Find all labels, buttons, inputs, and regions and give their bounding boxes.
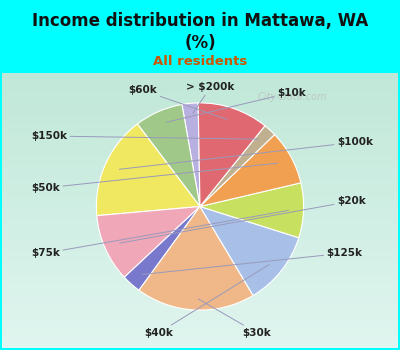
Wedge shape (198, 103, 265, 206)
Bar (2, 174, 398, 179)
Bar (2, 96, 398, 101)
Bar (2, 237, 398, 243)
Text: > $200k: > $200k (186, 82, 234, 113)
Bar (2, 178, 398, 184)
Bar (2, 91, 398, 97)
Bar (2, 183, 398, 188)
Bar (2, 219, 398, 225)
Bar (2, 160, 398, 165)
Bar (2, 105, 398, 111)
Bar (2, 246, 398, 252)
Bar (2, 310, 398, 316)
Bar (2, 187, 398, 193)
Bar (2, 215, 398, 220)
Bar (2, 228, 398, 234)
Bar (2, 320, 398, 325)
Text: $20k: $20k (120, 196, 366, 243)
Bar (2, 306, 398, 312)
Bar (2, 251, 398, 257)
Bar (2, 292, 398, 298)
Bar (2, 155, 398, 161)
Bar (2, 192, 398, 197)
Bar (2, 123, 398, 129)
Wedge shape (182, 103, 200, 206)
Bar (2, 301, 398, 307)
Bar (2, 82, 398, 88)
Bar (2, 279, 398, 284)
Bar (2, 141, 398, 147)
Bar (2, 315, 398, 321)
Text: $125k: $125k (142, 248, 362, 274)
Wedge shape (200, 206, 299, 295)
Bar (2, 260, 398, 266)
Bar (2, 338, 398, 343)
Wedge shape (124, 206, 200, 290)
Text: $150k: $150k (31, 131, 259, 141)
Bar (2, 119, 398, 124)
Bar (2, 288, 398, 293)
Bar (2, 297, 398, 302)
Bar (2, 164, 398, 170)
Bar (2, 78, 398, 83)
Bar (2, 233, 398, 238)
Bar (2, 265, 398, 270)
Bar (2, 205, 398, 211)
Bar (2, 210, 398, 216)
Text: $100k: $100k (119, 137, 373, 169)
Wedge shape (200, 135, 301, 206)
Bar (2, 329, 398, 334)
Text: $30k: $30k (198, 299, 271, 338)
Bar (2, 73, 398, 78)
Text: $75k: $75k (31, 210, 288, 258)
Text: $50k: $50k (31, 163, 277, 193)
Bar (2, 242, 398, 247)
Bar (2, 110, 398, 115)
Bar (2, 224, 398, 229)
Wedge shape (139, 206, 253, 310)
Bar (2, 256, 398, 261)
Text: Income distribution in Mattawa, WA
(%): Income distribution in Mattawa, WA (%) (32, 12, 368, 52)
Text: $60k: $60k (129, 85, 227, 119)
Bar (2, 324, 398, 330)
Bar (2, 270, 398, 275)
Bar (2, 100, 398, 106)
Bar (2, 128, 398, 133)
Bar (2, 137, 398, 142)
Bar (2, 196, 398, 202)
Bar (2, 201, 398, 206)
Text: All residents: All residents (153, 55, 247, 68)
Bar (2, 114, 398, 120)
Bar (2, 132, 398, 138)
Bar (2, 169, 398, 174)
Bar (2, 146, 398, 152)
Text: $10k: $10k (166, 88, 306, 122)
Text: City-Data.com: City-Data.com (258, 92, 328, 102)
Wedge shape (137, 105, 200, 206)
Bar (2, 274, 398, 280)
Text: $40k: $40k (144, 265, 269, 338)
Wedge shape (96, 124, 200, 216)
Wedge shape (200, 126, 274, 206)
Bar (2, 283, 398, 289)
Wedge shape (97, 206, 200, 277)
Bar (2, 342, 398, 348)
Bar (2, 333, 398, 339)
Bar (2, 87, 398, 92)
Wedge shape (200, 183, 304, 238)
Bar (2, 150, 398, 156)
